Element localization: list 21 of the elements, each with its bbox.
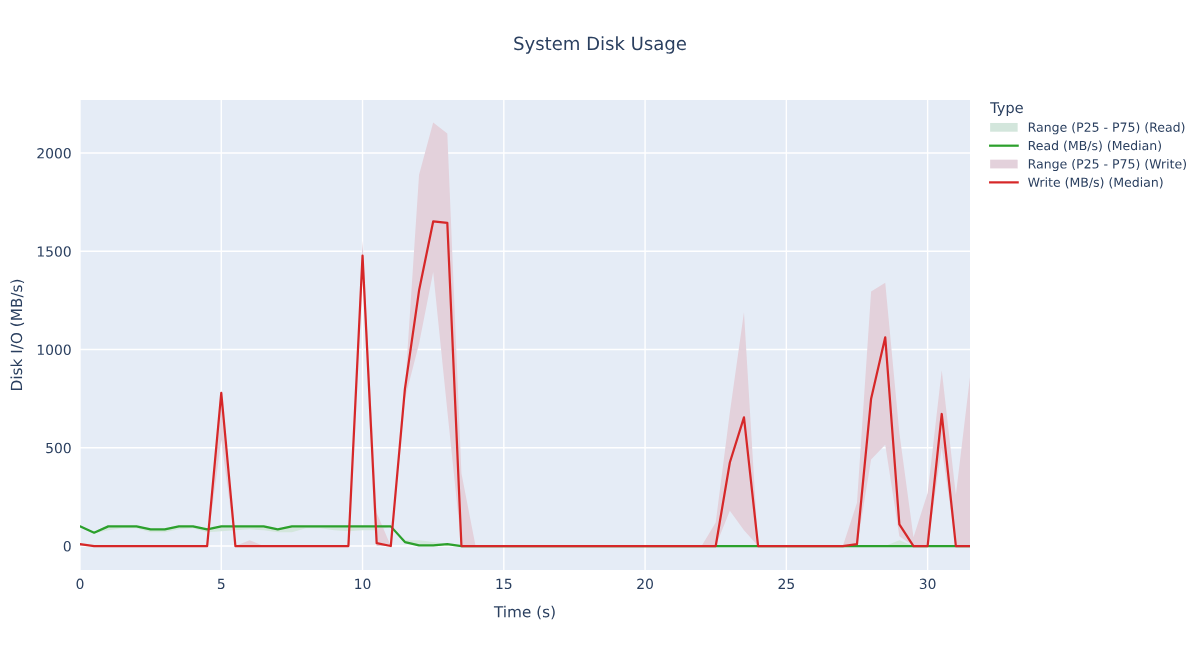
- legend-label: Read (MB/s) (Median): [1028, 140, 1161, 152]
- legend-label: Write (MB/s) (Median): [1028, 177, 1163, 189]
- y-tick-label: 1500: [37, 246, 71, 257]
- x-tick-label: 20: [637, 578, 653, 590]
- x-axis-title: Time (s): [493, 605, 555, 620]
- y-axis-title: Disk I/O (MB/s): [10, 279, 25, 390]
- legend-title: Type: [990, 102, 1023, 116]
- x-tick-label: 5: [217, 578, 225, 590]
- y-tick-label: 2000: [37, 148, 71, 159]
- x-tick-label: 30: [919, 578, 936, 590]
- x-tick-label: 15: [496, 578, 512, 590]
- line-series: [80, 220, 970, 548]
- y-tick-label: 1000: [37, 344, 71, 356]
- y-tick-label: 500: [46, 442, 71, 454]
- x-tick-label: 25: [778, 578, 794, 590]
- legend-label: Range (P25 - P75) (Read): [1028, 122, 1185, 135]
- x-tick-label: 0: [76, 578, 84, 590]
- chart-title: System Disk Usage: [514, 36, 686, 54]
- legend-label: Range (P25 - P75) (Write): [1028, 158, 1186, 172]
- y-tick-label: 0: [63, 541, 71, 552]
- x-tick-label: 10: [355, 578, 371, 590]
